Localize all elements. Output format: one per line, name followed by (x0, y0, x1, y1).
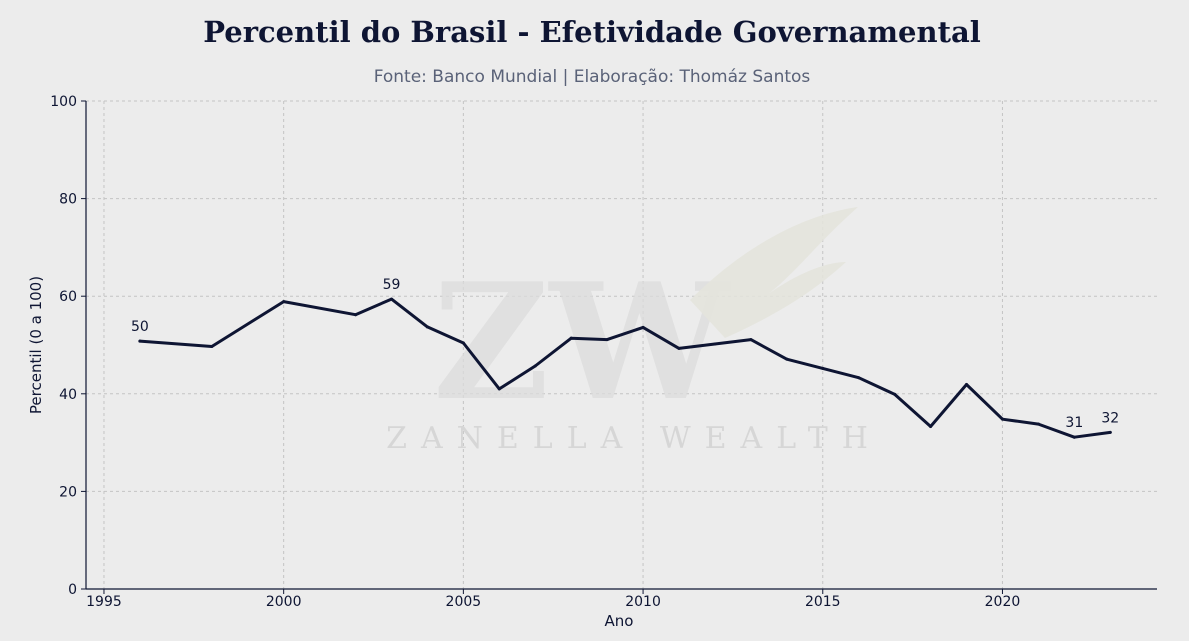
y-tick-label: 60 (59, 289, 77, 305)
x-tick-label: 1995 (86, 594, 122, 610)
y-axis-label: Percentil (0 a 100) (27, 276, 45, 414)
data-label: 50 (131, 319, 149, 335)
data-label: 31 (1065, 415, 1083, 431)
x-axis-label: Ano (605, 612, 634, 630)
data-point (893, 392, 897, 396)
data-point (497, 387, 501, 391)
data-point (713, 342, 717, 346)
data-point (1108, 430, 1112, 434)
data-point (282, 300, 286, 304)
data-point (1036, 422, 1040, 426)
data-point (857, 376, 861, 380)
data-point (461, 341, 465, 345)
data-point (425, 325, 429, 329)
data-point (138, 339, 142, 343)
watermark-logo: ZW ZANELLA WEALTH (386, 207, 882, 456)
x-tick-label: 2005 (446, 594, 482, 610)
data-point (677, 346, 681, 350)
chart-subtitle: Fonte: Banco Mundial | Elaboração: Thomá… (374, 67, 811, 87)
data-point (354, 313, 358, 317)
data-point (929, 424, 933, 428)
data-label: 59 (383, 277, 401, 293)
y-tick-label: 100 (50, 94, 77, 110)
grid (86, 100, 1157, 589)
y-tick-label: 20 (59, 484, 77, 500)
data-point (641, 325, 645, 329)
data-point (569, 336, 573, 340)
x-tick-label: 2015 (805, 594, 841, 610)
data-label: 32 (1101, 410, 1119, 426)
data-point (965, 383, 969, 387)
data-point (749, 338, 753, 342)
y-tick-label: 0 (68, 582, 77, 598)
data-point (605, 338, 609, 342)
x-tick-label: 2020 (985, 594, 1021, 610)
watermark-wing-icon (690, 207, 858, 338)
x-tick-label: 2010 (625, 594, 661, 610)
data-point (389, 297, 393, 301)
data-point (210, 344, 214, 348)
series-group (138, 297, 1112, 439)
data-point (1000, 417, 1004, 421)
x-tick-label: 2000 (266, 594, 302, 610)
data-point (533, 364, 537, 368)
y-tick-label: 80 (59, 192, 77, 208)
watermark-monogram: ZW (433, 248, 732, 436)
chart-title: Percentil do Brasil - Efetividade Govern… (203, 15, 981, 49)
watermark-brand: ZANELLA WEALTH (386, 421, 882, 456)
y-tick-label: 40 (59, 387, 77, 403)
data-point (821, 366, 825, 370)
data-point (785, 357, 789, 361)
data-point (1072, 435, 1076, 439)
data-labels: 50 59 31 32 (131, 277, 1119, 431)
axes: 0 20 40 60 80 100 1995 2000 2005 2010 2015 2020 (50, 94, 1157, 610)
